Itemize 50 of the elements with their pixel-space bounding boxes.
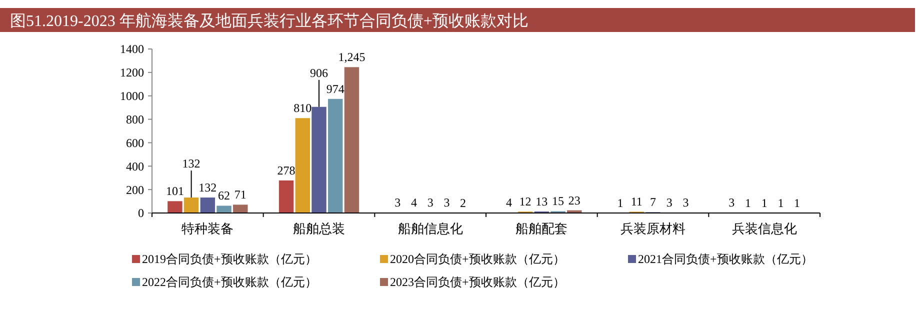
y-tick-label: 1200	[120, 66, 144, 80]
data-label: 3	[728, 196, 735, 210]
data-label: 1	[778, 196, 784, 210]
legend-label: 2019合同负债+预收账款（亿元）	[142, 252, 317, 266]
data-label: 132	[198, 180, 217, 195]
x-tick-label: 船舶配套	[516, 221, 568, 236]
data-label: 3	[682, 196, 689, 210]
x-tick-label: 兵装原材料	[620, 221, 686, 236]
data-label: 810	[294, 101, 312, 116]
data-label: 1	[617, 196, 624, 210]
chart-title: 图51.2019-2023 年航海装备及地面兵装行业各环节合同负债+预收账款对比	[10, 12, 528, 30]
x-tick-label: 船舶总装	[293, 221, 345, 236]
data-label: 71	[234, 188, 246, 202]
data-label: 7	[650, 195, 656, 210]
data-label: 101	[166, 184, 184, 198]
data-label: 12	[519, 194, 532, 209]
data-label: 1	[744, 196, 751, 210]
data-label: 2	[460, 196, 466, 210]
data-label: 11	[630, 194, 642, 209]
y-tick-label: 200	[126, 182, 144, 197]
data-label: 3	[666, 196, 672, 210]
data-label: 62	[218, 188, 230, 203]
legend-label: 2021合同负债+预收账款（亿元）	[638, 252, 813, 266]
y-tick-label: 600	[126, 136, 144, 150]
data-label: 23	[568, 193, 580, 208]
y-tick-label: 1400	[120, 42, 144, 56]
y-tick-label: 0	[138, 206, 144, 220]
x-tick-label: 兵装信息化	[732, 221, 797, 236]
y-tick-label: 800	[126, 112, 144, 126]
data-label: 1	[761, 196, 768, 210]
data-label: 3	[394, 196, 401, 210]
y-tick-label: 1000	[120, 89, 144, 104]
x-tick-label: 特种装备	[182, 221, 234, 236]
data-label: 3	[427, 196, 434, 210]
data-label: 1,245	[338, 50, 366, 64]
data-label: 132	[182, 156, 200, 171]
data-label: 974	[326, 82, 344, 96]
data-label: 278	[277, 163, 296, 178]
data-label: 3	[444, 196, 450, 210]
data-label: 4	[410, 196, 417, 210]
x-tick-label: 船舶信息化	[398, 221, 463, 236]
legend-label: 2023合同负债+预收账款（亿元）	[390, 275, 565, 289]
y-tick-label: 400	[126, 159, 144, 174]
data-label: 1	[794, 196, 800, 210]
legend-label: 2022合同负债+预收账款（亿元）	[142, 275, 317, 289]
data-label: 13	[536, 194, 548, 208]
legend-label: 2020合同负债+预收账款（亿元）	[390, 252, 565, 266]
data-label: 4	[506, 196, 512, 210]
data-label: 15	[552, 194, 564, 208]
data-label: 906	[310, 66, 328, 80]
